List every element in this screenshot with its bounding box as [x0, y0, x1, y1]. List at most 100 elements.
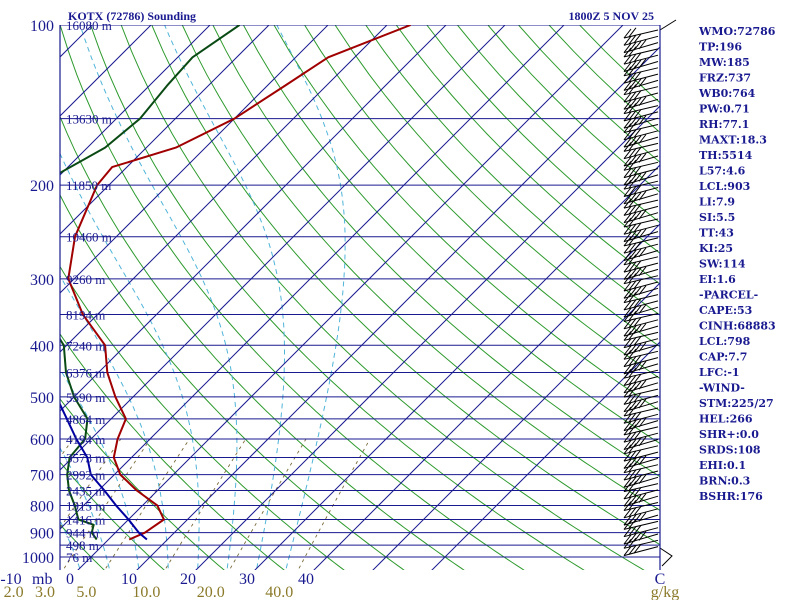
wind-barb-flag: [623, 243, 632, 254]
wind-barb-flag: [628, 268, 637, 279]
wind-barb-flag: [628, 46, 637, 57]
wind-barb-flag: [623, 28, 632, 39]
index-entry: CAP:7.7: [699, 351, 747, 364]
mixing-ratio-unit-label: g/kg: [651, 584, 679, 600]
wind-barb: [623, 543, 659, 557]
moist-adiabat-line: [60, 519, 81, 569]
wind-barb-flag: [633, 40, 642, 51]
isotherm-line: [60, 25, 447, 412]
wind-barb-flag: [628, 34, 637, 45]
wind-barb-flag: [623, 331, 632, 341]
wind-barb-flag: [623, 175, 632, 186]
wind-barb-flag: [623, 160, 632, 171]
wind-barb-flag: [638, 342, 647, 352]
wind-barb-flag: [623, 425, 632, 436]
moist-adiabat-line: [276, 25, 346, 569]
wind-barb-flag: [628, 367, 637, 378]
wind-barb-flag: [623, 123, 632, 133]
wind-barb-flag: [628, 136, 637, 147]
wind-barb: [623, 518, 659, 530]
wind-barb-flag: [633, 146, 642, 157]
wind-barb-flag: [623, 463, 632, 474]
dry-adiabat-line: [304, 25, 660, 380]
wind-barb-flag: [623, 281, 632, 292]
wind-barb-flag: [628, 469, 637, 480]
height-label: 8194 m: [66, 307, 105, 322]
wind-barb-flag: [628, 431, 637, 442]
height-label: 76 m: [66, 550, 92, 565]
mixing-ratio-label: 40.0: [265, 584, 293, 600]
wind-barb-flag: [633, 173, 642, 183]
wind-barb: [623, 65, 659, 77]
wind-barb-flag: [633, 449, 642, 460]
wind-barb: [623, 512, 659, 526]
wind-barb: [623, 524, 659, 538]
wind-barb-flag: [628, 344, 637, 355]
wind-barb: [623, 58, 659, 72]
wind-barb-flag: [628, 148, 637, 158]
wind-barb-flag: [623, 387, 632, 398]
wind-barb-flag: [628, 280, 637, 291]
wind-barb-flag: [638, 228, 647, 239]
wind-barb-flag: [628, 457, 637, 468]
wind-barb: [623, 405, 659, 417]
wind-barb-flag: [623, 345, 632, 356]
mixing-ratio-label: 2.0: [4, 584, 24, 600]
wind-barb-flag: [623, 501, 632, 511]
dry-adiabat-line: [273, 25, 660, 412]
wind-barb-flag: [623, 118, 632, 129]
wind-barb-flag: [628, 292, 637, 302]
moist-adiabat-line: [60, 447, 110, 569]
index-entry: SRDS:108: [699, 444, 761, 457]
height-label: 1915 m: [66, 498, 105, 513]
wind-barb: [623, 90, 659, 103]
wind-barb: [623, 254, 659, 266]
wind-barb-flag: [633, 184, 642, 195]
wind-barb: [623, 417, 659, 432]
wind-barb-flag: [628, 363, 637, 374]
wind-barb-flag: [623, 293, 632, 303]
isotherm-line: [0, 20, 38, 570]
moist-adiabat-line: [60, 274, 169, 569]
dewpoint-trace: [60, 25, 241, 541]
wind-barb-flag: [623, 376, 632, 386]
height-label: 1416 m: [66, 513, 105, 528]
wind-barb-flag: [628, 329, 637, 340]
wind-barb-flag: [633, 298, 642, 308]
wind-barb-flag: [633, 411, 642, 422]
wind-barb-flag: [628, 401, 637, 411]
axis-labels: 1002003004005006007008009001000mb-50-40-…: [0, 18, 679, 600]
wind-barb-flag: [623, 395, 632, 405]
wind-barb-flag: [638, 436, 647, 447]
wind-barb: [623, 146, 659, 160]
chart-title: KOTX (72786) Sounding: [68, 9, 196, 23]
wind-barb-flag: [628, 518, 637, 529]
index-entry: TP:196: [699, 41, 742, 54]
wind-barb: [623, 27, 659, 39]
wind-barb-flag: [633, 128, 642, 138]
wind-barb: [623, 121, 659, 133]
index-entry: LCL:903: [699, 180, 750, 193]
wind-barb-flag: [633, 165, 642, 176]
wind-barb-flag: [623, 168, 632, 178]
wind-barb: [623, 487, 659, 500]
wind-barb-flag: [628, 374, 637, 385]
wind-barb-flag: [633, 229, 642, 240]
height-label: 10460 m: [66, 230, 112, 245]
plot-frame: [59, 25, 661, 570]
index-entry: PW:0.71: [699, 103, 750, 116]
wind-barb-flag: [638, 304, 647, 314]
wind-barb-flag: [623, 66, 632, 77]
height-label: 6376 m: [66, 366, 105, 381]
isotherm-line: [431, 341, 660, 570]
pressure-tick-label: 600: [30, 432, 54, 449]
wind-barb-flag: [638, 531, 647, 541]
wind-barb-flag: [623, 349, 632, 360]
wind-barb-flag: [623, 251, 632, 261]
wind-barb-flag: [628, 393, 637, 404]
wind-barb-flag: [633, 354, 642, 365]
mixing-ratio-label: 20.0: [197, 584, 225, 600]
wind-barb: [623, 197, 659, 209]
moist-adiabat-line: [0, 25, 50, 568]
index-entry: EHI:0.1: [699, 459, 746, 472]
